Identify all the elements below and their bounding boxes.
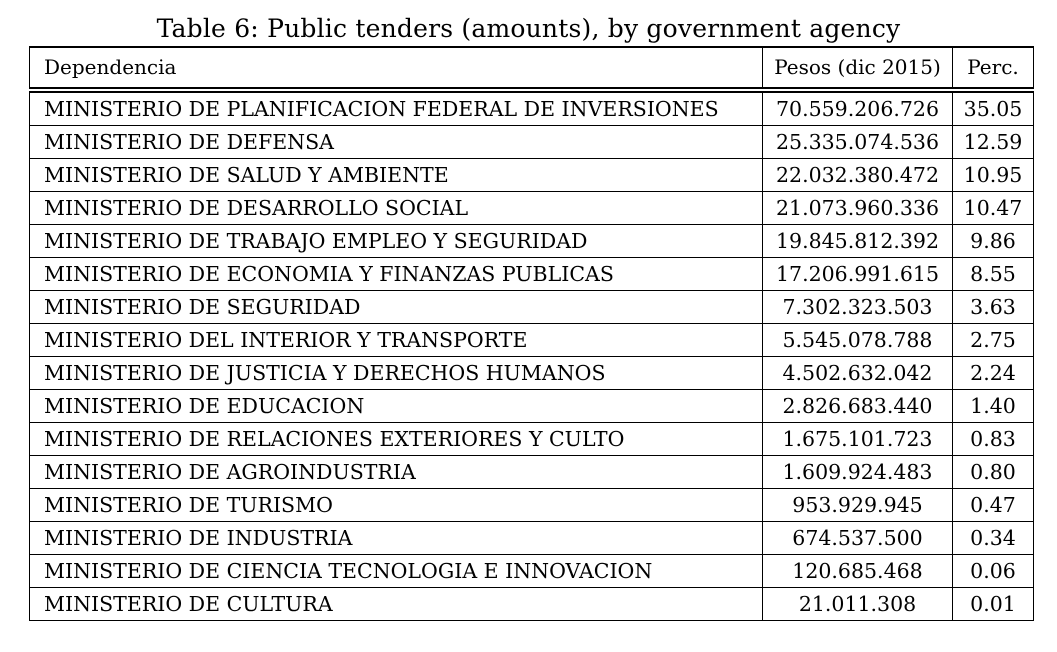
cell-dependencia: MINISTERIO DE SALUD Y AMBIENTE bbox=[29, 158, 763, 192]
cell-perc: 0.01 bbox=[952, 587, 1034, 621]
cell-perc: 10.95 bbox=[952, 158, 1034, 192]
cell-pesos: 17.206.991.615 bbox=[762, 257, 953, 291]
cell-perc: 3.63 bbox=[952, 290, 1034, 324]
table-row: MINISTERIO DE CIENCIA TECNOLOGIA E INNOV… bbox=[29, 554, 1034, 588]
cell-perc: 2.75 bbox=[952, 323, 1034, 357]
cell-pesos: 21.073.960.336 bbox=[762, 191, 953, 225]
cell-pesos: 953.929.945 bbox=[762, 488, 953, 522]
cell-pesos: 1.675.101.723 bbox=[762, 422, 953, 456]
table-row: MINISTERIO DE AGROINDUSTRIA 1.609.924.48… bbox=[29, 455, 1034, 489]
cell-pesos: 70.559.206.726 bbox=[762, 87, 953, 126]
table-row: MINISTERIO DE TRABAJO EMPLEO Y SEGURIDAD… bbox=[29, 224, 1034, 258]
cell-pesos: 25.335.074.536 bbox=[762, 125, 953, 159]
header-perc: Perc. bbox=[952, 46, 1034, 91]
table-row: MINISTERIO DE DESARROLLO SOCIAL 21.073.9… bbox=[29, 191, 1034, 225]
table-row: MINISTERIO DE ECONOMIA Y FINANZAS PUBLIC… bbox=[29, 257, 1034, 291]
cell-perc: 0.06 bbox=[952, 554, 1034, 588]
cell-dependencia: MINISTERIO DE PLANIFICACION FEDERAL DE I… bbox=[29, 87, 763, 126]
cell-pesos: 22.032.380.472 bbox=[762, 158, 953, 192]
cell-dependencia: MINISTERIO DE INDUSTRIA bbox=[29, 521, 763, 555]
cell-perc: 0.34 bbox=[952, 521, 1034, 555]
table-row: MINISTERIO DE RELACIONES EXTERIORES Y CU… bbox=[29, 422, 1034, 456]
cell-dependencia: MINISTERIO DE DESARROLLO SOCIAL bbox=[29, 191, 763, 225]
cell-perc: 10.47 bbox=[952, 191, 1034, 225]
cell-pesos: 7.302.323.503 bbox=[762, 290, 953, 324]
header-dependencia: Dependencia bbox=[29, 46, 763, 91]
table-row: MINISTERIO DE SALUD Y AMBIENTE 22.032.38… bbox=[29, 158, 1034, 192]
table-row: MINISTERIO DE DEFENSA 25.335.074.536 12.… bbox=[29, 125, 1034, 159]
cell-dependencia: MINISTERIO DE TRABAJO EMPLEO Y SEGURIDAD bbox=[29, 224, 763, 258]
cell-dependencia: MINISTERIO DE JUSTICIA Y DERECHOS HUMANO… bbox=[29, 356, 763, 390]
cell-dependencia: MINISTERIO DE AGROINDUSTRIA bbox=[29, 455, 763, 489]
table-row: MINISTERIO DEL INTERIOR Y TRANSPORTE 5.5… bbox=[29, 323, 1034, 357]
table-row: MINISTERIO DE SEGURIDAD 7.302.323.503 3.… bbox=[29, 290, 1034, 324]
cell-pesos: 120.685.468 bbox=[762, 554, 953, 588]
table-row: MINISTERIO DE INDUSTRIA 674.537.500 0.34 bbox=[29, 521, 1034, 555]
cell-pesos: 2.826.683.440 bbox=[762, 389, 953, 423]
cell-perc: 0.47 bbox=[952, 488, 1034, 522]
cell-perc: 8.55 bbox=[952, 257, 1034, 291]
tenders-table: Dependencia Pesos (dic 2015) Perc. MINIS… bbox=[29, 46, 1034, 621]
cell-pesos: 21.011.308 bbox=[762, 587, 953, 621]
cell-perc: 12.59 bbox=[952, 125, 1034, 159]
cell-dependencia: MINISTERIO DE CIENCIA TECNOLOGIA E INNOV… bbox=[29, 554, 763, 588]
cell-pesos: 674.537.500 bbox=[762, 521, 953, 555]
header-pesos: Pesos (dic 2015) bbox=[762, 46, 953, 91]
table-row: MINISTERIO DE EDUCACION 2.826.683.440 1.… bbox=[29, 389, 1034, 423]
cell-dependencia: MINISTERIO DE CULTURA bbox=[29, 587, 763, 621]
header-row: Dependencia Pesos (dic 2015) Perc. bbox=[29, 46, 1034, 91]
cell-perc: 35.05 bbox=[952, 87, 1034, 126]
cell-dependencia: MINISTERIO DE ECONOMIA Y FINANZAS PUBLIC… bbox=[29, 257, 763, 291]
cell-perc: 9.86 bbox=[952, 224, 1034, 258]
cell-dependencia: MINISTERIO DEL INTERIOR Y TRANSPORTE bbox=[29, 323, 763, 357]
table-caption: Table 6: Public tenders (amounts), by go… bbox=[156, 14, 901, 43]
cell-perc: 1.40 bbox=[952, 389, 1034, 423]
table-row: MINISTERIO DE TURISMO 953.929.945 0.47 bbox=[29, 488, 1034, 522]
cell-dependencia: MINISTERIO DE SEGURIDAD bbox=[29, 290, 763, 324]
cell-pesos: 1.609.924.483 bbox=[762, 455, 953, 489]
table-row: MINISTERIO DE JUSTICIA Y DERECHOS HUMANO… bbox=[29, 356, 1034, 390]
cell-dependencia: MINISTERIO DE RELACIONES EXTERIORES Y CU… bbox=[29, 422, 763, 456]
cell-perc: 0.83 bbox=[952, 422, 1034, 456]
cell-perc: 2.24 bbox=[952, 356, 1034, 390]
table-row: MINISTERIO DE PLANIFICACION FEDERAL DE I… bbox=[29, 87, 1034, 126]
cell-dependencia: MINISTERIO DE TURISMO bbox=[29, 488, 763, 522]
table-row: MINISTERIO DE CULTURA 21.011.308 0.01 bbox=[29, 587, 1034, 621]
cell-pesos: 5.545.078.788 bbox=[762, 323, 953, 357]
cell-pesos: 4.502.632.042 bbox=[762, 356, 953, 390]
cell-pesos: 19.845.812.392 bbox=[762, 224, 953, 258]
cell-dependencia: MINISTERIO DE DEFENSA bbox=[29, 125, 763, 159]
cell-dependencia: MINISTERIO DE EDUCACION bbox=[29, 389, 763, 423]
cell-perc: 0.80 bbox=[952, 455, 1034, 489]
